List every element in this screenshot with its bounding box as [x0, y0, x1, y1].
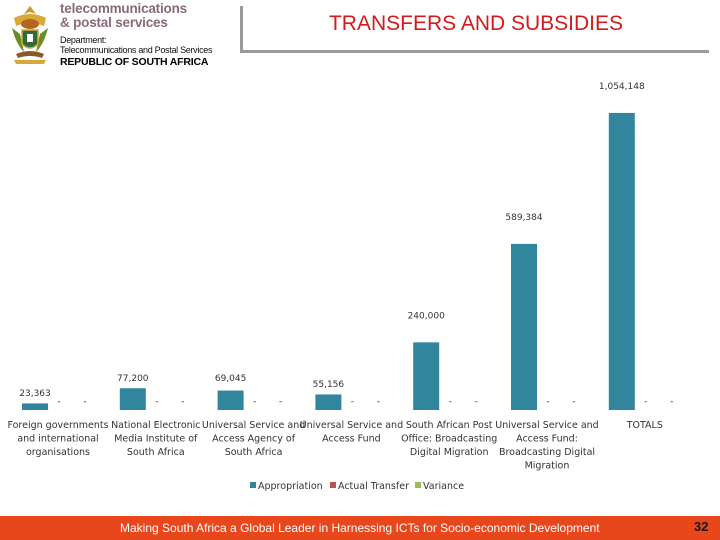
x-tick-label: Access Fund:	[516, 434, 578, 445]
legend-swatch	[330, 482, 336, 488]
slide-title: TRANSFERS AND SUBSIDIES	[328, 12, 624, 35]
data-label-actual-transfer: -	[644, 397, 647, 407]
data-label-variance: -	[83, 397, 86, 407]
data-label-actual-transfer: -	[253, 397, 256, 407]
x-tick-label: South Africa	[225, 447, 283, 458]
x-tick-label: Digital Migration	[410, 447, 489, 458]
country-name: REPUBLIC OF SOUTH AFRICA	[60, 56, 209, 68]
x-tick-label: South African Post	[406, 420, 493, 431]
legend-label: Appropriation	[258, 481, 323, 492]
department-logo: telecommunications & postal services Dep…	[4, 2, 214, 68]
x-tick-label: Access Fund	[322, 434, 381, 445]
data-label-actual-transfer: -	[57, 397, 60, 407]
x-tick-label: Office: Broadcasting	[401, 434, 497, 445]
x-tick-label: Access Agency of	[212, 434, 296, 445]
data-label-appropriation: 1,054,148	[599, 82, 645, 92]
x-tick-label: Broadcasting Digital	[499, 447, 595, 458]
data-label-variance: -	[475, 397, 478, 407]
x-tick-label: Universal Service and	[202, 420, 305, 431]
x-tick-label: Media Institute of	[114, 434, 198, 445]
data-label-appropriation: 240,000	[408, 311, 445, 321]
data-label-appropriation: 55,156	[313, 380, 345, 390]
data-label-variance: -	[181, 397, 184, 407]
x-tick-label: TOTALS	[626, 420, 663, 431]
department-name: Department: Telecommunications and Posta…	[60, 35, 213, 55]
footer-tagline: Making South Africa a Global Leader in H…	[120, 521, 600, 535]
x-tick-label: Universal Service and	[495, 420, 598, 431]
bar-appropriation	[119, 388, 146, 410]
data-label-actual-transfer: -	[546, 397, 549, 407]
bar-appropriation	[413, 342, 440, 410]
x-tick-label: Foreign governments	[7, 420, 108, 431]
bar-appropriation	[315, 394, 342, 410]
legend-label: Variance	[423, 481, 464, 492]
data-label-appropriation: 77,200	[117, 374, 149, 384]
brand-wordmark: telecommunications & postal services	[60, 1, 187, 30]
data-label-variance: -	[377, 397, 380, 407]
x-tick-label: South Africa	[127, 447, 185, 458]
coat-of-arms-icon	[12, 6, 48, 64]
page-number: 32	[694, 519, 709, 534]
data-label-actual-transfer: -	[155, 397, 158, 407]
data-label-actual-transfer: -	[449, 397, 452, 407]
data-label-variance: -	[279, 397, 282, 407]
x-tick-label: and international	[17, 434, 98, 445]
x-tick-label: Migration	[525, 461, 570, 472]
x-tick-label: National Electronic	[111, 420, 200, 431]
x-tick-label: Universal Service and	[300, 420, 403, 431]
bar-appropriation	[22, 403, 48, 410]
title-frame: TRANSFERS AND SUBSIDIES	[240, 6, 709, 53]
data-label-variance: -	[670, 397, 673, 407]
data-label-appropriation: 69,045	[215, 374, 247, 384]
legend-label: Actual Transfer	[338, 481, 409, 492]
legend-swatch	[250, 482, 256, 488]
data-label-variance: -	[572, 397, 575, 407]
legend-swatch	[415, 482, 421, 488]
data-label-appropriation: 589,384	[505, 213, 542, 223]
bar-appropriation	[217, 390, 244, 410]
x-tick-label: organisations	[26, 447, 90, 458]
data-label-appropriation: 23,363	[19, 389, 51, 399]
data-label-actual-transfer: -	[351, 397, 354, 407]
footer-bar: Making South Africa a Global Leader in H…	[0, 516, 720, 540]
bar-appropriation	[608, 112, 635, 410]
bar-appropriation	[511, 243, 537, 410]
